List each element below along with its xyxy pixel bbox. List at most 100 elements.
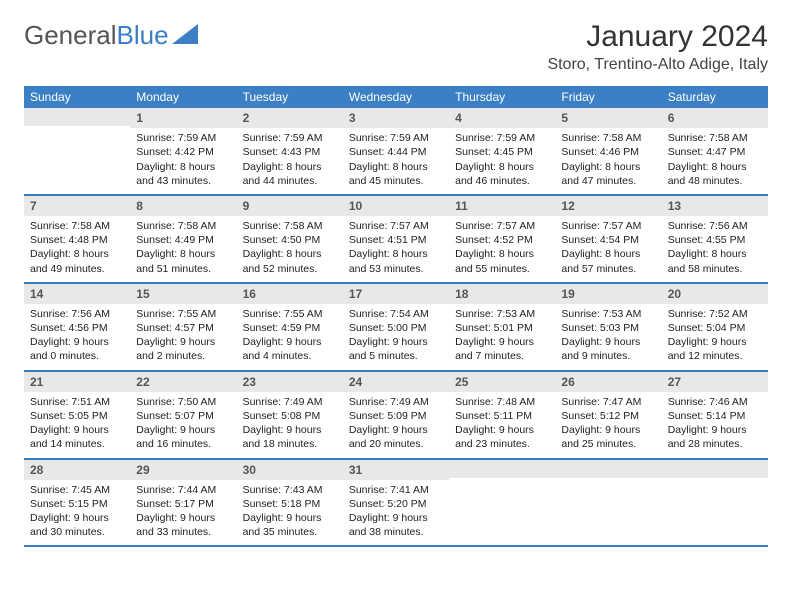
- logo-triangle-icon: [172, 20, 198, 51]
- day-line: Sunrise: 7:44 AM: [136, 483, 230, 497]
- day-line: Daylight: 9 hours: [243, 511, 337, 525]
- day-details: Sunrise: 7:48 AMSunset: 5:11 PMDaylight:…: [449, 392, 555, 458]
- day-details: Sunrise: 7:52 AMSunset: 5:04 PMDaylight:…: [662, 304, 768, 370]
- day-line: Sunrise: 7:58 AM: [561, 131, 655, 145]
- day-line: and 47 minutes.: [561, 174, 655, 188]
- day-details: Sunrise: 7:56 AMSunset: 4:55 PMDaylight:…: [662, 216, 768, 282]
- day-details: Sunrise: 7:50 AMSunset: 5:07 PMDaylight:…: [130, 392, 236, 458]
- day-number: 18: [449, 284, 555, 304]
- day-line: and 16 minutes.: [136, 437, 230, 451]
- day-line: and 25 minutes.: [561, 437, 655, 451]
- day-cell: [555, 460, 661, 546]
- day-cell: 25Sunrise: 7:48 AMSunset: 5:11 PMDayligh…: [449, 372, 555, 458]
- day-cell: 10Sunrise: 7:57 AMSunset: 4:51 PMDayligh…: [343, 196, 449, 282]
- logo-text-gray: General: [24, 20, 117, 51]
- logo: GeneralBlue: [24, 20, 198, 51]
- day-number: 31: [343, 460, 449, 480]
- day-line: and 49 minutes.: [30, 262, 124, 276]
- day-cell: 1Sunrise: 7:59 AMSunset: 4:42 PMDaylight…: [130, 108, 236, 194]
- day-line: Daylight: 9 hours: [243, 335, 337, 349]
- day-number: 28: [24, 460, 130, 480]
- day-line: and 52 minutes.: [243, 262, 337, 276]
- day-line: Sunset: 4:49 PM: [136, 233, 230, 247]
- day-line: and 55 minutes.: [455, 262, 549, 276]
- day-line: Daylight: 9 hours: [30, 423, 124, 437]
- day-details: Sunrise: 7:57 AMSunset: 4:54 PMDaylight:…: [555, 216, 661, 282]
- day-cell: 20Sunrise: 7:52 AMSunset: 5:04 PMDayligh…: [662, 284, 768, 370]
- day-details: Sunrise: 7:53 AMSunset: 5:01 PMDaylight:…: [449, 304, 555, 370]
- weekday-mon: Monday: [130, 86, 236, 108]
- day-line: Daylight: 9 hours: [136, 511, 230, 525]
- day-line: Daylight: 9 hours: [349, 511, 443, 525]
- day-line: Daylight: 8 hours: [243, 160, 337, 174]
- day-number: 20: [662, 284, 768, 304]
- day-cell: 27Sunrise: 7:46 AMSunset: 5:14 PMDayligh…: [662, 372, 768, 458]
- day-line: and 23 minutes.: [455, 437, 549, 451]
- day-number: [449, 460, 555, 478]
- week-row: 1Sunrise: 7:59 AMSunset: 4:42 PMDaylight…: [24, 108, 768, 196]
- day-number: 13: [662, 196, 768, 216]
- day-cell: 9Sunrise: 7:58 AMSunset: 4:50 PMDaylight…: [237, 196, 343, 282]
- day-details: Sunrise: 7:46 AMSunset: 5:14 PMDaylight:…: [662, 392, 768, 458]
- day-cell: 13Sunrise: 7:56 AMSunset: 4:55 PMDayligh…: [662, 196, 768, 282]
- day-line: Daylight: 9 hours: [243, 423, 337, 437]
- day-cell: 3Sunrise: 7:59 AMSunset: 4:44 PMDaylight…: [343, 108, 449, 194]
- day-line: and 7 minutes.: [455, 349, 549, 363]
- day-cell: 24Sunrise: 7:49 AMSunset: 5:09 PMDayligh…: [343, 372, 449, 458]
- day-cell: 11Sunrise: 7:57 AMSunset: 4:52 PMDayligh…: [449, 196, 555, 282]
- day-line: and 58 minutes.: [668, 262, 762, 276]
- day-line: Daylight: 9 hours: [561, 423, 655, 437]
- day-line: Daylight: 8 hours: [668, 247, 762, 261]
- day-number: 19: [555, 284, 661, 304]
- day-line: Sunrise: 7:56 AM: [30, 307, 124, 321]
- day-number: 12: [555, 196, 661, 216]
- day-line: Sunrise: 7:53 AM: [561, 307, 655, 321]
- day-line: Sunset: 4:43 PM: [243, 145, 337, 159]
- day-details: Sunrise: 7:47 AMSunset: 5:12 PMDaylight:…: [555, 392, 661, 458]
- day-number: 16: [237, 284, 343, 304]
- day-details: Sunrise: 7:59 AMSunset: 4:45 PMDaylight:…: [449, 128, 555, 194]
- day-line: Sunrise: 7:43 AM: [243, 483, 337, 497]
- day-line: and 18 minutes.: [243, 437, 337, 451]
- day-cell: 21Sunrise: 7:51 AMSunset: 5:05 PMDayligh…: [24, 372, 130, 458]
- day-line: Daylight: 9 hours: [30, 335, 124, 349]
- day-line: Sunrise: 7:51 AM: [30, 395, 124, 409]
- day-line: Sunrise: 7:57 AM: [349, 219, 443, 233]
- day-line: Sunset: 5:12 PM: [561, 409, 655, 423]
- day-line: Sunrise: 7:58 AM: [136, 219, 230, 233]
- day-line: Daylight: 9 hours: [561, 335, 655, 349]
- day-line: and 44 minutes.: [243, 174, 337, 188]
- day-line: and 9 minutes.: [561, 349, 655, 363]
- logo-text-blue: Blue: [117, 20, 169, 51]
- day-cell: 14Sunrise: 7:56 AMSunset: 4:56 PMDayligh…: [24, 284, 130, 370]
- title-block: January 2024 Storo, Trentino-Alto Adige,…: [547, 20, 768, 74]
- day-line: Daylight: 9 hours: [136, 335, 230, 349]
- day-line: Sunrise: 7:58 AM: [30, 219, 124, 233]
- day-cell: 26Sunrise: 7:47 AMSunset: 5:12 PMDayligh…: [555, 372, 661, 458]
- day-details: Sunrise: 7:58 AMSunset: 4:47 PMDaylight:…: [662, 128, 768, 194]
- day-line: Daylight: 9 hours: [455, 423, 549, 437]
- day-cell: 29Sunrise: 7:44 AMSunset: 5:17 PMDayligh…: [130, 460, 236, 546]
- day-line: Daylight: 8 hours: [30, 247, 124, 261]
- day-line: Sunset: 4:51 PM: [349, 233, 443, 247]
- day-line: and 45 minutes.: [349, 174, 443, 188]
- day-line: Sunset: 4:42 PM: [136, 145, 230, 159]
- day-line: Sunrise: 7:52 AM: [668, 307, 762, 321]
- day-line: Sunrise: 7:59 AM: [349, 131, 443, 145]
- day-line: Sunset: 5:18 PM: [243, 497, 337, 511]
- day-line: Sunset: 5:20 PM: [349, 497, 443, 511]
- day-number: 25: [449, 372, 555, 392]
- day-line: Sunrise: 7:48 AM: [455, 395, 549, 409]
- day-line: Daylight: 8 hours: [668, 160, 762, 174]
- day-line: Sunset: 5:03 PM: [561, 321, 655, 335]
- day-line: and 33 minutes.: [136, 525, 230, 539]
- day-number: 3: [343, 108, 449, 128]
- day-details: Sunrise: 7:59 AMSunset: 4:42 PMDaylight:…: [130, 128, 236, 194]
- day-line: Sunset: 5:08 PM: [243, 409, 337, 423]
- day-line: Sunrise: 7:59 AM: [455, 131, 549, 145]
- day-line: Sunrise: 7:41 AM: [349, 483, 443, 497]
- location: Storo, Trentino-Alto Adige, Italy: [547, 56, 768, 74]
- day-line: Sunset: 4:46 PM: [561, 145, 655, 159]
- day-number: 17: [343, 284, 449, 304]
- day-details: Sunrise: 7:49 AMSunset: 5:09 PMDaylight:…: [343, 392, 449, 458]
